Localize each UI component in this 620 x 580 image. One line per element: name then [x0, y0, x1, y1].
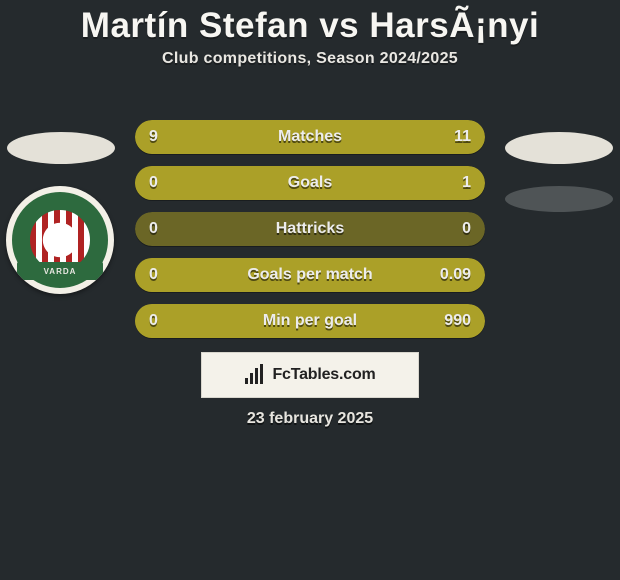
stat-bar-fill-right — [135, 166, 485, 200]
stat-bar: 911Matches — [135, 120, 485, 154]
page-title: Martín Stefan vs HarsÃ¡nyi — [0, 0, 620, 50]
stat-bar-fill-left — [135, 120, 293, 154]
comparison-widget: Martín Stefan vs HarsÃ¡nyi Club competit… — [0, 0, 620, 88]
stat-bar: 00.09Goals per match — [135, 258, 485, 292]
stat-value-left: 0 — [149, 312, 158, 330]
subtitle: Club competitions, Season 2024/2025 — [0, 50, 620, 88]
stat-bar-fill-right — [135, 258, 485, 292]
stat-value-left: 0 — [149, 174, 158, 192]
stat-value-right: 0.09 — [440, 266, 471, 284]
stat-bar: 0990Min per goal — [135, 304, 485, 338]
stats-bars: 911Matches01Goals00Hattricks00.09Goals p… — [135, 120, 485, 350]
bar-chart-icon — [244, 364, 266, 386]
player-left-placeholder-icon — [7, 132, 115, 164]
stat-value-left: 9 — [149, 128, 158, 146]
stat-value-left: 0 — [149, 220, 158, 238]
stat-value-right: 990 — [444, 312, 471, 330]
player-right-placeholder-icon — [505, 132, 613, 164]
stat-bar: 00Hattricks — [135, 212, 485, 246]
date-label: 23 february 2025 — [0, 410, 620, 428]
stat-bar-fill-right — [135, 304, 485, 338]
stat-value-left: 0 — [149, 266, 158, 284]
fctables-logo-text: FcTables.com — [272, 366, 375, 384]
club-right-placeholder-icon — [505, 186, 613, 212]
stat-bar: 01Goals — [135, 166, 485, 200]
player-left-column: VARDA — [6, 120, 116, 294]
stat-value-right: 1 — [462, 174, 471, 192]
club-badge-left-label: VARDA — [17, 262, 103, 280]
fctables-logo[interactable]: FcTables.com — [201, 352, 419, 398]
stat-value-right: 0 — [462, 220, 471, 238]
player-right-column — [504, 120, 614, 234]
club-badge-left-icon: VARDA — [6, 186, 114, 294]
stat-value-right: 11 — [454, 128, 471, 146]
